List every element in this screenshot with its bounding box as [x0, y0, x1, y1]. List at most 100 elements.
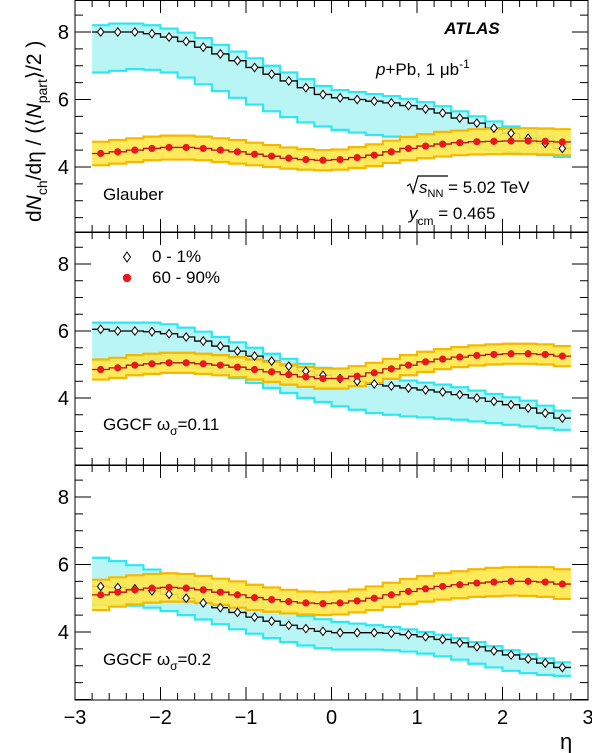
- data-point-central: [490, 396, 498, 407]
- data-point-central: [353, 94, 361, 105]
- data-point-central: [199, 336, 208, 347]
- data-point-central: [233, 55, 242, 66]
- data-point-central: [267, 356, 276, 367]
- data-point-central: [387, 628, 396, 639]
- data-point-peripheral: [216, 146, 224, 154]
- legend-central-label: 0 - 1%: [152, 247, 201, 266]
- data-point-peripheral: [319, 156, 327, 164]
- data-point-peripheral: [131, 361, 139, 369]
- data-point-peripheral: [387, 365, 395, 373]
- panel-plot-area: [92, 22, 571, 172]
- data-point-peripheral: [490, 137, 498, 145]
- data-point-central: [113, 26, 122, 38]
- data-point-peripheral: [456, 353, 464, 361]
- data-point-central: [284, 75, 293, 86]
- data-point-central: [267, 69, 276, 80]
- data-point-central: [404, 382, 413, 393]
- data-point-central: [216, 341, 225, 352]
- data-point-peripheral: [233, 363, 242, 371]
- data-point-peripheral: [421, 142, 430, 150]
- x-tick-label: −2: [149, 707, 172, 729]
- sys-band-upper-edge: [92, 565, 571, 594]
- panel-1: 4 6 8 Glauber: [58, 0, 589, 233]
- data-point-peripheral: [439, 355, 447, 363]
- data-point-peripheral: [404, 144, 413, 153]
- data-point-peripheral: [524, 137, 532, 145]
- data-point-peripheral: [97, 591, 105, 599]
- data-point-peripheral: [353, 372, 361, 380]
- data-point-central: [165, 32, 173, 43]
- data-point-peripheral: [148, 584, 156, 592]
- data-point-peripheral: [302, 373, 310, 381]
- x-tick-label: 2: [497, 707, 508, 729]
- energy-label: sNN = 5.02 TeV: [419, 178, 530, 200]
- data-point-peripheral: [182, 584, 190, 592]
- legend-central-marker: [122, 251, 132, 263]
- data-point-central: [353, 627, 361, 638]
- x-tick-label: −1: [235, 707, 258, 729]
- data-point-peripheral: [268, 152, 276, 160]
- data-point-peripheral: [541, 137, 549, 145]
- data-point-central: [250, 612, 259, 623]
- y-tick-label: 6: [58, 90, 69, 112]
- data-point-central: [438, 634, 447, 645]
- data-point-central: [558, 662, 567, 673]
- data-point-central: [148, 28, 156, 39]
- data-point-peripheral: [250, 150, 259, 158]
- y-tick-label: 8: [58, 487, 69, 509]
- data-point-peripheral: [131, 586, 139, 594]
- data-point-peripheral: [199, 360, 207, 368]
- experiment-label: ATLAS: [443, 19, 500, 38]
- data-point-central: [165, 589, 173, 600]
- data-point-peripheral: [524, 350, 532, 358]
- data-point-peripheral: [387, 148, 395, 156]
- data-point-central: [336, 627, 344, 638]
- data-point-peripheral: [336, 155, 344, 164]
- data-point-central: [165, 328, 173, 339]
- data-point-peripheral: [302, 599, 310, 607]
- data-point-central: [182, 36, 190, 47]
- data-point-central: [421, 103, 430, 114]
- data-point-central: [113, 325, 122, 337]
- model-step-line: [92, 580, 571, 605]
- sys-band-lower-edge: [92, 362, 571, 390]
- data-point-peripheral: [233, 591, 242, 599]
- data-point-peripheral: [370, 151, 378, 159]
- x-tick-label: 3: [582, 707, 592, 729]
- energy-sub: NN: [428, 188, 444, 200]
- data-point-peripheral: [285, 154, 293, 162]
- data-point-peripheral: [165, 359, 173, 367]
- data-point-peripheral: [199, 144, 207, 153]
- data-point-central: [233, 346, 242, 357]
- data-point-peripheral: [507, 137, 515, 145]
- data-point-central: [182, 593, 190, 604]
- data-point-central: [387, 380, 396, 391]
- data-point-peripheral: [182, 359, 190, 367]
- x-axis-title: η: [560, 729, 572, 753]
- data-point-central: [558, 413, 567, 424]
- data-point-peripheral: [165, 143, 173, 152]
- data-point-peripheral: [165, 583, 173, 592]
- data-point-central: [558, 143, 567, 154]
- ycm-y: y: [408, 204, 419, 223]
- x-tick-label: −3: [64, 707, 87, 729]
- data-point-central: [455, 113, 464, 124]
- data-point-central: [438, 386, 447, 397]
- data-point-central: [473, 641, 481, 652]
- data-point-peripheral: [353, 153, 361, 162]
- data-point-central: [404, 100, 413, 111]
- data-point-peripheral: [97, 149, 105, 158]
- data-point-peripheral: [199, 586, 207, 594]
- data-point-peripheral: [285, 598, 293, 606]
- data-point-central: [473, 392, 481, 404]
- legend-peripheral-marker: [122, 273, 132, 283]
- data-point-peripheral: [421, 358, 430, 366]
- panel-3: 4 6 8 GGCF ωσ=0.2: [58, 465, 589, 701]
- data-point-central: [131, 325, 139, 337]
- energy-value: = 5.02 TeV: [443, 178, 530, 197]
- data-point-central: [284, 361, 293, 372]
- data-point-central: [421, 631, 430, 642]
- data-point-central: [319, 89, 327, 100]
- data-point-central: [490, 123, 498, 134]
